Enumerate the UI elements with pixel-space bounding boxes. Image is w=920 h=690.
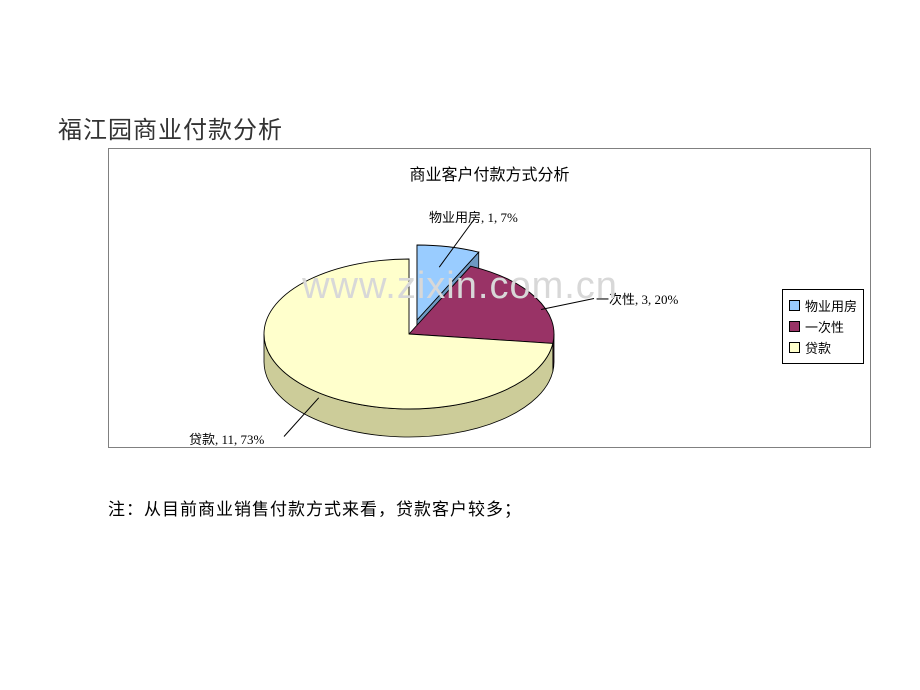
chart-area: 物业用房, 1, 7% 一次性, 3, 20% 贷款, 11, 73% 物业用房一次… [109, 189, 872, 447]
legend-item: 贷款 [789, 338, 857, 357]
legend-label: 物业用房 [805, 296, 857, 315]
chart-title: 商业客户付款方式分析 [409, 161, 569, 185]
legend-box: 物业用房一次性贷款 [782, 289, 864, 364]
slide-title: 福江园商业付款分析 [58, 110, 283, 145]
legend-swatch [789, 321, 800, 332]
callout-onetime: 一次性, 3, 20% [596, 289, 678, 308]
legend-item: 一次性 [789, 317, 857, 336]
legend-label: 贷款 [805, 338, 831, 357]
callout-property: 物业用房, 1, 7% [429, 207, 518, 226]
callout-loan: 贷款, 11, 73% [189, 429, 264, 448]
chart-frame: 商业客户付款方式分析 物业用房, 1, 7% 一次性, 3, 20% 贷款, 11,… [108, 148, 871, 448]
footnote-text: 注：从目前商业销售付款方式来看，贷款客户较多； [108, 495, 522, 520]
legend-item: 物业用房 [789, 296, 857, 315]
legend-label: 一次性 [805, 317, 844, 336]
pie-chart-svg [109, 189, 872, 447]
legend-swatch [789, 300, 800, 311]
legend-swatch [789, 342, 800, 353]
